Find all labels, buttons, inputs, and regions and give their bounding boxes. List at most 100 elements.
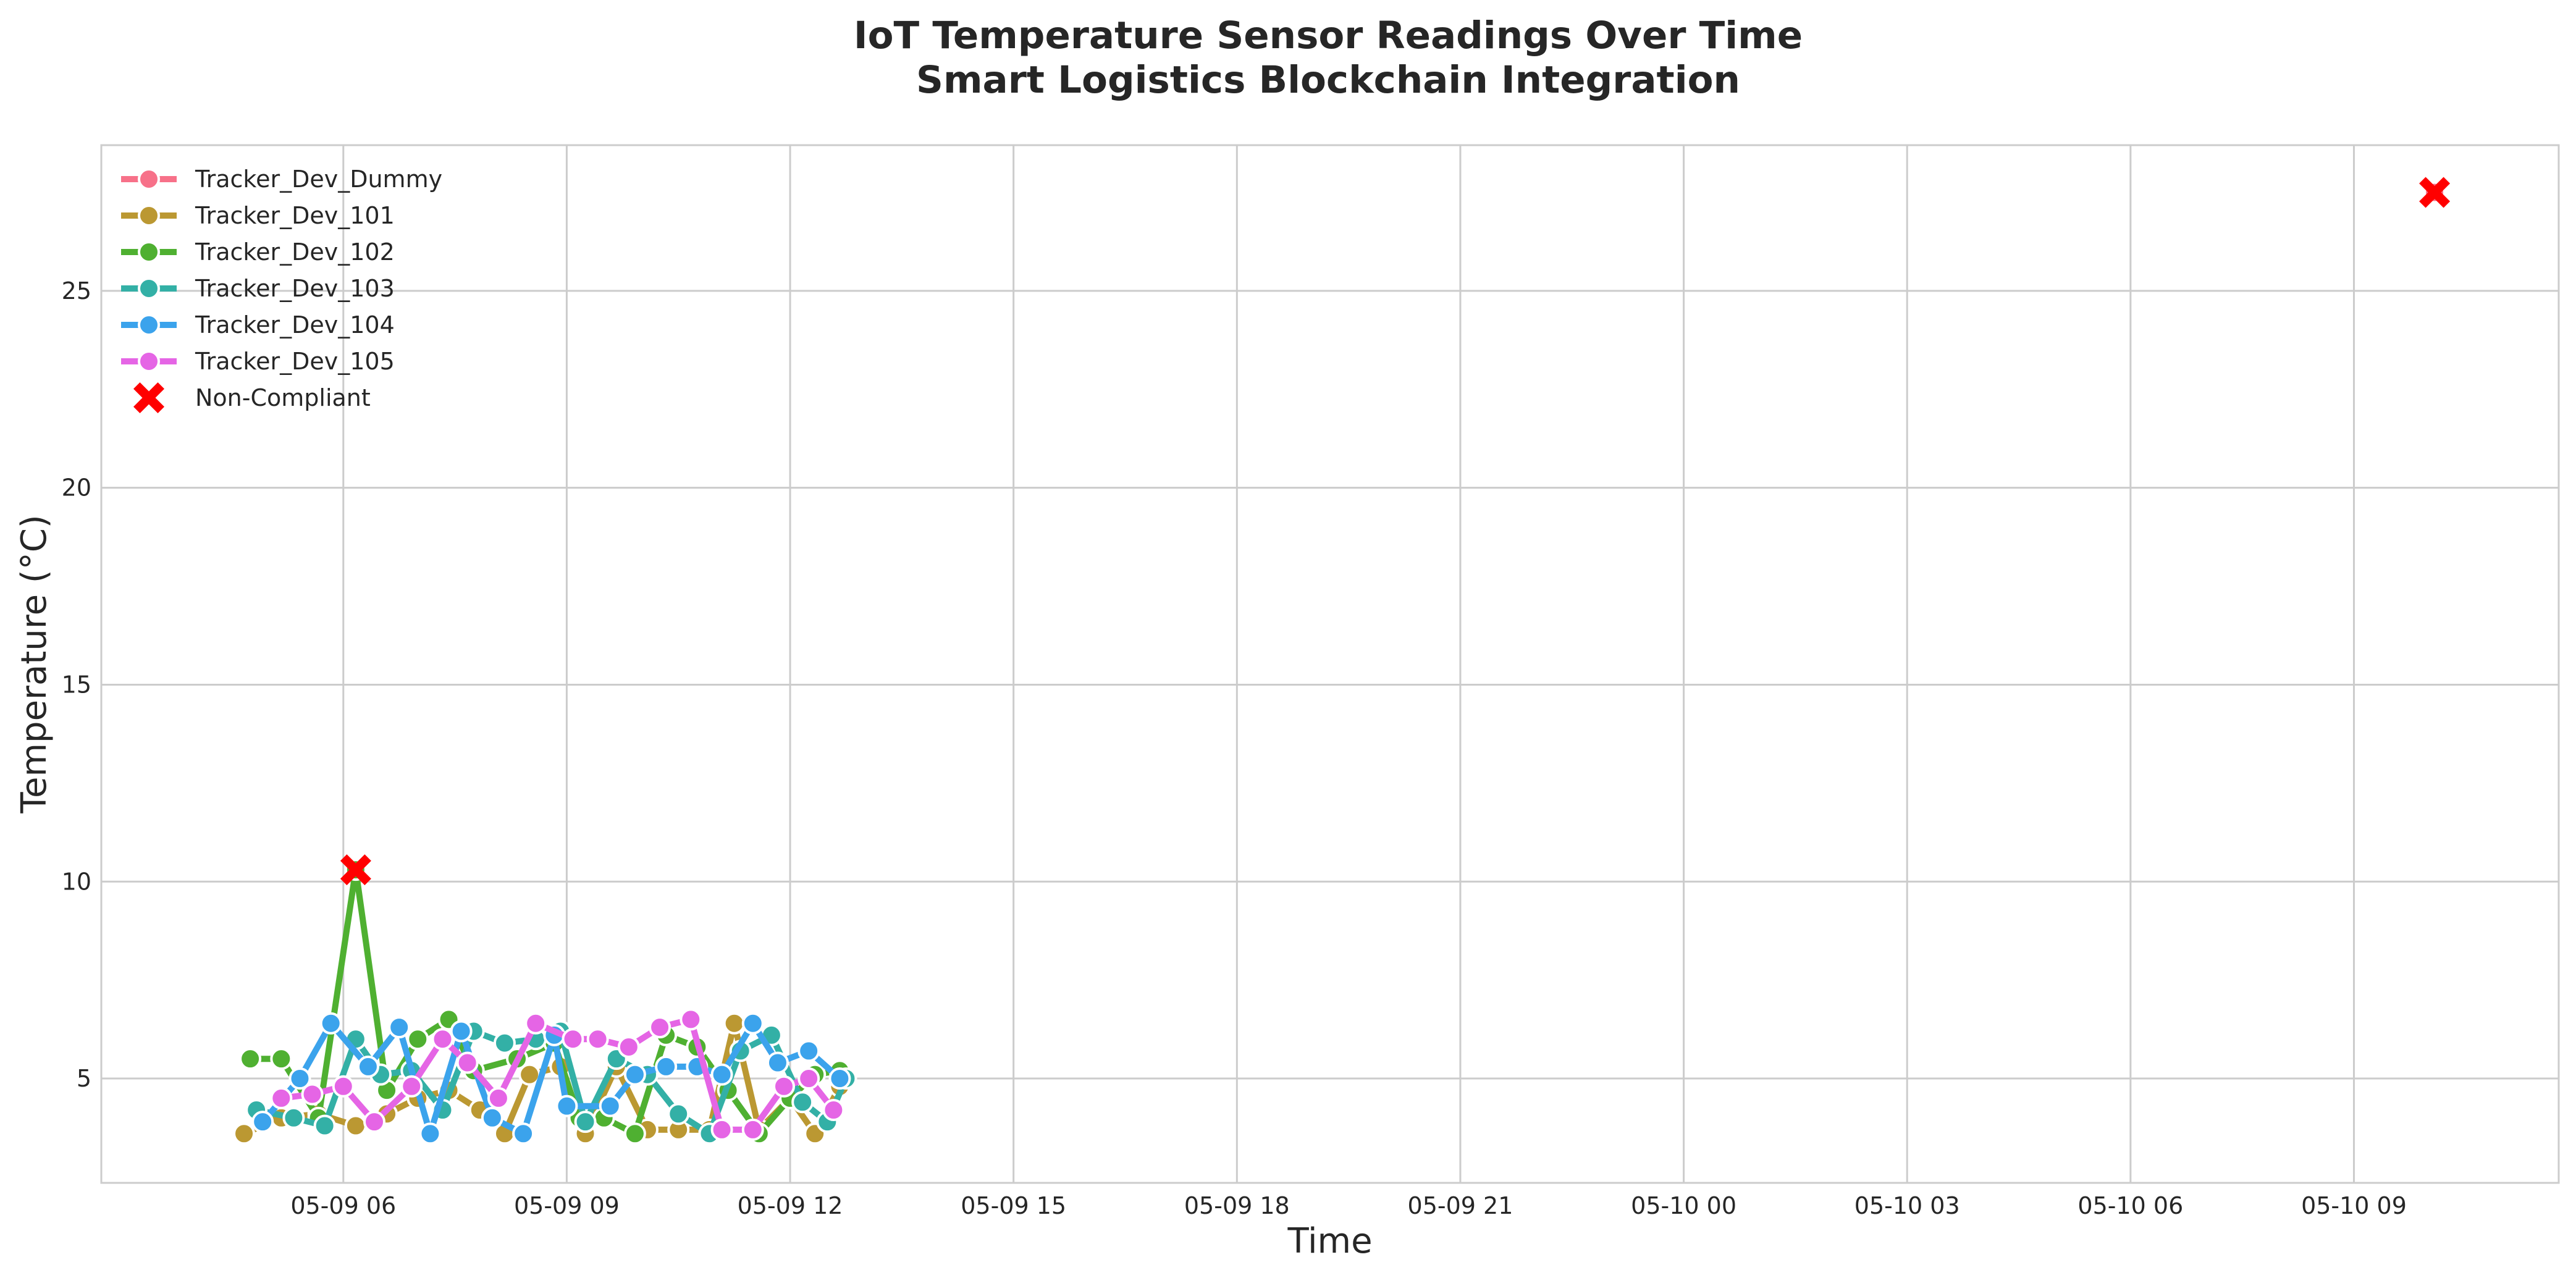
non-compliant-marker <box>2419 177 2451 208</box>
data-point <box>233 1122 256 1145</box>
data-point <box>655 1055 678 1078</box>
plot-area <box>100 144 2560 1184</box>
data-point <box>773 1075 795 1098</box>
x-axis-label: Time <box>1287 1221 1372 1261</box>
data-point <box>723 1012 746 1035</box>
data-point <box>766 1051 789 1074</box>
data-point <box>493 1032 516 1054</box>
data-point <box>710 1063 733 1086</box>
x-tick-label: 05-09 15 <box>961 1192 1066 1219</box>
legend-entry: Tracker_Dev_Dummy <box>121 166 442 193</box>
chart-title-line-2: Smart Logistics Blockchain Integration <box>916 58 1740 102</box>
data-point <box>741 1012 764 1035</box>
legend-entry: Tracker_Dev_101 <box>121 202 395 229</box>
data-point <box>419 1122 442 1145</box>
legend-label: Tracker_Dev_103 <box>195 275 395 302</box>
series-tracker-dev-104 <box>251 1012 851 1145</box>
data-point <box>680 1008 702 1031</box>
data-point <box>319 1012 342 1035</box>
data-point <box>710 1118 733 1141</box>
legend-marker-swatch <box>138 204 160 227</box>
data-point <box>332 1075 355 1098</box>
data-point <box>431 1028 454 1051</box>
legend-entry-non-compliant: Non-Compliant <box>133 382 371 413</box>
data-point <box>741 1118 764 1141</box>
y-tick-label: 25 <box>62 277 91 305</box>
y-axis-label: Temperature (°C) <box>14 515 54 813</box>
gridlines <box>101 145 2559 1183</box>
data-point <box>282 1106 305 1129</box>
legend-entry: Tracker_Dev_102 <box>121 238 395 266</box>
legend-entry: Tracker_Dev_103 <box>121 275 395 302</box>
data-point <box>251 1111 274 1133</box>
series-layer <box>233 181 2446 1145</box>
data-point <box>524 1012 547 1035</box>
data-point <box>344 1114 367 1137</box>
legend-marker-swatch <box>138 241 160 263</box>
legend-entry: Tracker_Dev_104 <box>121 311 395 338</box>
non-compliant-marker <box>340 854 371 886</box>
chart-title-line-1: IoT Temperature Sensor Readings Over Tim… <box>854 14 1803 57</box>
data-point <box>239 1048 262 1070</box>
legend-marker-swatch <box>138 314 160 336</box>
x-tick-label: 05-10 09 <box>2301 1192 2407 1219</box>
x-tick-label: 05-09 12 <box>738 1192 843 1219</box>
data-point <box>400 1075 423 1098</box>
data-point <box>555 1095 578 1117</box>
data-point <box>512 1122 535 1145</box>
data-point <box>562 1028 584 1051</box>
x-tick-label: 05-09 21 <box>1408 1192 1513 1219</box>
data-point <box>301 1083 324 1106</box>
data-point <box>356 1055 379 1078</box>
legend-entry: Tracker_Dev_105 <box>121 348 395 375</box>
y-tick-label: 5 <box>77 1065 91 1092</box>
legend-label: Non-Compliant <box>195 384 371 411</box>
data-point <box>388 1016 411 1039</box>
data-point <box>798 1067 820 1090</box>
legend-marker-swatch <box>138 277 160 300</box>
legend-label: Tracker_Dev_Dummy <box>195 166 442 193</box>
data-point <box>574 1111 597 1133</box>
x-axis-ticks: 05-09 06 05-09 09 05-09 12 05-09 15 05-09 18… <box>290 1192 2407 1219</box>
data-point <box>791 1091 814 1114</box>
x-tick-label: 05-10 00 <box>1631 1192 1736 1219</box>
legend-label: Tracker_Dev_104 <box>195 311 395 338</box>
data-point <box>617 1036 640 1059</box>
data-point <box>456 1051 479 1074</box>
data-point <box>623 1122 646 1145</box>
data-point <box>288 1067 311 1090</box>
data-point <box>270 1048 293 1070</box>
non-compliant-markers <box>340 177 2451 886</box>
data-point <box>599 1095 621 1117</box>
data-point <box>798 1040 820 1062</box>
y-axis-ticks: 5 10 15 20 25 <box>62 277 91 1092</box>
data-point <box>313 1114 336 1137</box>
data-point <box>623 1063 646 1086</box>
y-tick-label: 15 <box>62 671 91 698</box>
legend: Tracker_Dev_Dummy Tracker_Dev_101 Tracker_… <box>121 166 442 413</box>
legend-marker-swatch <box>138 168 160 190</box>
legend-marker-swatch <box>138 350 160 372</box>
x-tick-label: 05-10 03 <box>1854 1192 1960 1219</box>
data-point <box>481 1106 503 1129</box>
data-point <box>649 1016 671 1039</box>
y-tick-label: 10 <box>62 868 91 895</box>
data-point <box>487 1087 510 1109</box>
data-point <box>822 1099 845 1122</box>
data-point <box>270 1087 293 1109</box>
legend-label: Tracker_Dev_105 <box>195 348 395 375</box>
series-tracker-dev-105 <box>270 1008 845 1141</box>
data-point <box>363 1111 385 1133</box>
x-tick-label: 05-09 09 <box>514 1192 620 1219</box>
data-point <box>450 1020 473 1043</box>
legend-label: Tracker_Dev_101 <box>195 202 395 229</box>
x-tick-label: 05-10 06 <box>2077 1192 2183 1219</box>
x-tick-label: 05-09 18 <box>1184 1192 1290 1219</box>
data-point <box>828 1067 851 1090</box>
plot-background <box>101 145 2559 1183</box>
plot-frame <box>100 144 2560 1184</box>
data-point <box>586 1028 609 1051</box>
data-point <box>406 1028 429 1051</box>
legend-label: Tracker_Dev_102 <box>195 238 395 266</box>
